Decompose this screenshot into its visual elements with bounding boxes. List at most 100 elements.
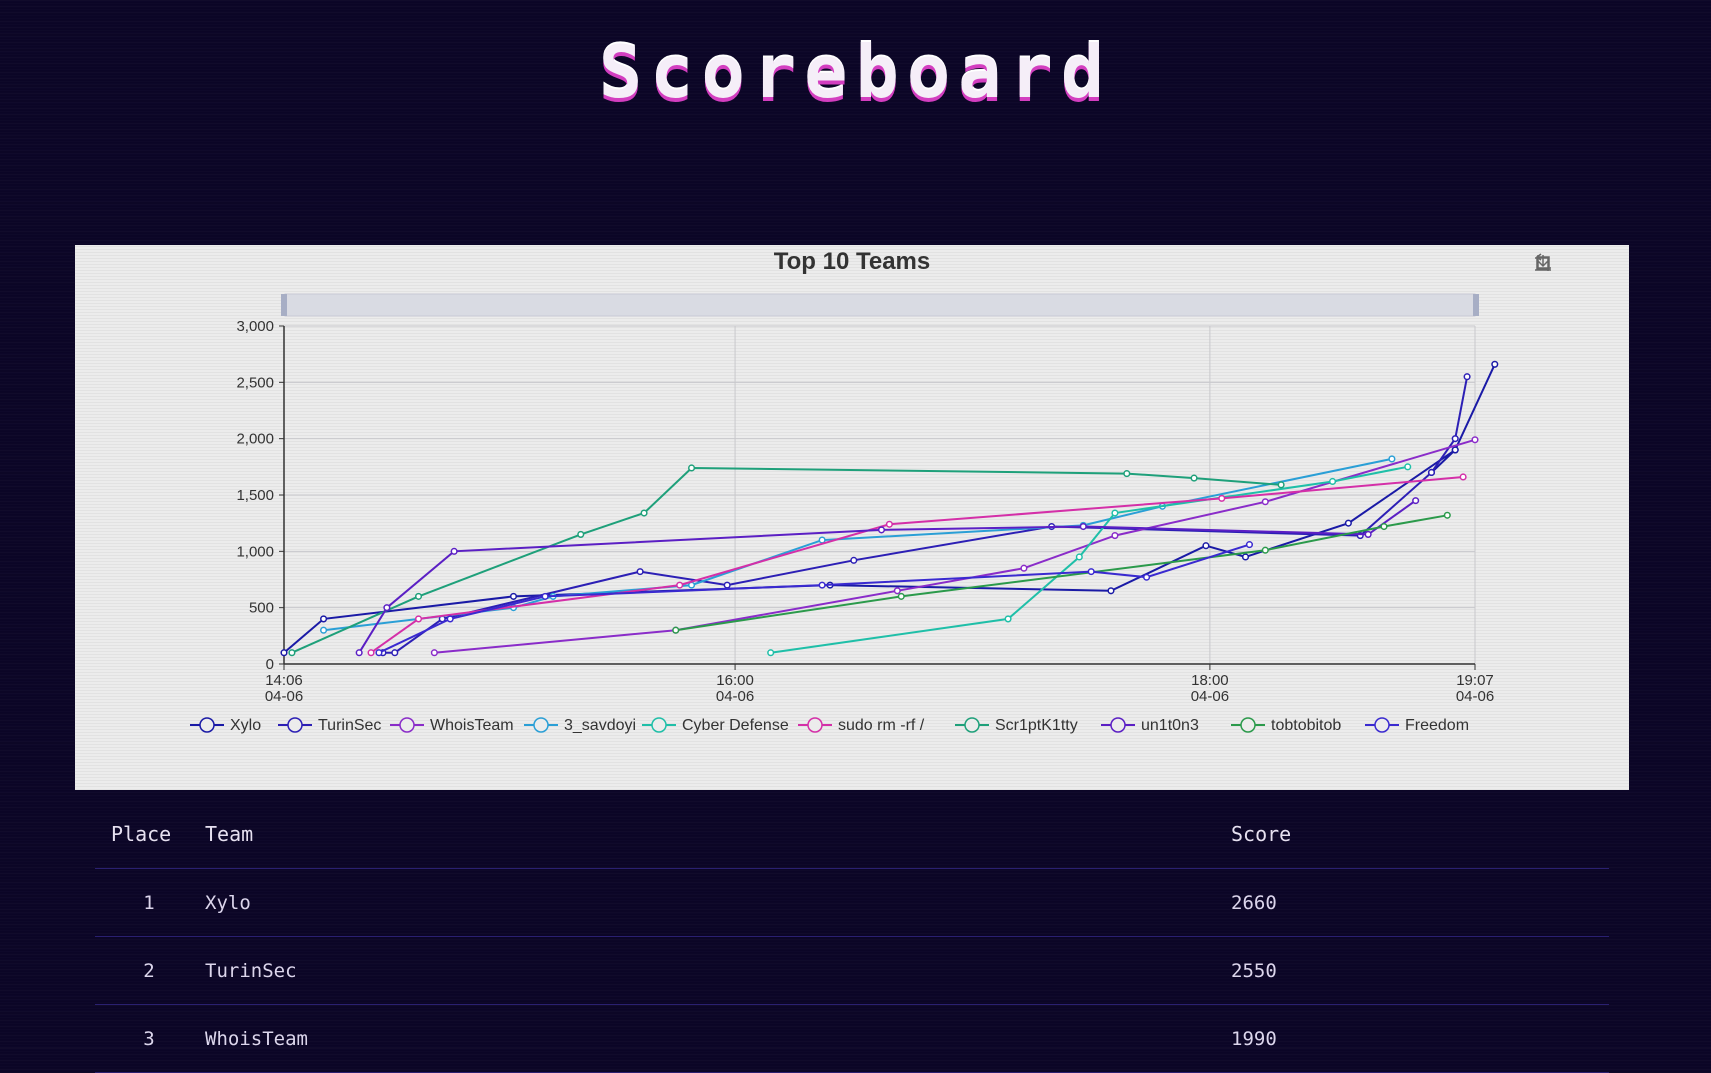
legend-swatch-marker — [1110, 717, 1126, 733]
data-point — [1202, 542, 1210, 550]
series-un1t0n3 — [355, 497, 1420, 657]
chart-title: Top 10 Teams — [774, 248, 931, 275]
restore-icon[interactable] — [1536, 253, 1587, 273]
legend-item[interactable]: Xylo — [190, 717, 261, 734]
legend-label: sudo rm -rf / — [838, 717, 925, 734]
zoom-slider-handle-right — [1473, 294, 1479, 316]
data-point — [1079, 522, 1087, 531]
data-point — [391, 649, 399, 657]
data-point — [1111, 509, 1119, 517]
data-point — [414, 615, 423, 623]
series-xylo — [280, 360, 1499, 657]
legend-label: tobtobitob — [1271, 717, 1341, 734]
data-point — [1143, 573, 1151, 581]
table-row[interactable]: 2 TurinSec 2550 — [95, 936, 1609, 1005]
team-cell[interactable]: TurinSec — [204, 936, 1230, 1005]
series-3-savdoyi — [320, 455, 1396, 634]
scoreboard-table: Place Team Score 1 Xylo 2660 2 TurinSec … — [95, 800, 1609, 1073]
header-score: Score — [1230, 800, 1609, 869]
data-point — [1459, 473, 1467, 481]
data-point — [320, 626, 328, 634]
data-point — [885, 520, 893, 528]
page-title: Scoreboard — [598, 30, 1113, 114]
data-point — [1190, 474, 1198, 482]
legend-item[interactable]: Cyber Defense — [642, 717, 789, 734]
data-point — [1277, 481, 1285, 489]
data-point — [1364, 530, 1372, 538]
series-line — [323, 457, 1393, 632]
data-point — [320, 615, 328, 623]
data-point — [355, 649, 363, 657]
x-tick-time: 18:00 — [1191, 672, 1229, 689]
series-line — [283, 363, 1496, 654]
data-point — [1463, 373, 1471, 381]
place-cell: 1 — [95, 868, 204, 937]
data-point — [541, 592, 549, 600]
data-point — [818, 581, 826, 589]
top-teams-chart: Top 10 Teams 0 500 1,000 1,500 2,000 2,500 3,00… — [190, 248, 1499, 734]
series-tobtobitob — [672, 511, 1451, 634]
x-tick-date: 04-06 — [1191, 688, 1229, 705]
score-cell: 1990 — [1230, 1004, 1609, 1073]
header-place: Place — [95, 800, 204, 869]
table-header-row: Place Team Score — [95, 800, 1609, 869]
data-point — [818, 536, 826, 544]
zoom-slider-track — [284, 293, 1476, 317]
data-point — [850, 556, 858, 564]
data-point — [280, 649, 288, 657]
legend-item[interactable]: TurinSec — [278, 717, 381, 734]
series-line — [770, 465, 1408, 654]
data-point — [367, 649, 375, 657]
legend-label: TurinSec — [318, 717, 381, 734]
team-cell[interactable]: WhoisTeam — [204, 1004, 1230, 1073]
data-point — [430, 649, 438, 657]
legend-item[interactable]: WhoisTeam — [390, 717, 514, 734]
data-point — [1427, 468, 1436, 477]
legend-item[interactable]: un1t0n3 — [1101, 717, 1199, 734]
table-row[interactable]: 1 Xylo 2660 — [95, 868, 1609, 937]
x-tick-time: 19:07 — [1456, 672, 1494, 689]
data-point — [1004, 615, 1012, 623]
legend-item[interactable]: 3_savdoyi — [524, 717, 636, 734]
data-point — [676, 581, 684, 589]
data-point — [1241, 553, 1250, 561]
place-cell: 2 — [95, 936, 204, 1005]
y-tick-label: 2,500 — [236, 374, 274, 391]
legend-label: Cyber Defense — [682, 717, 789, 734]
chart-toolbox — [1533, 253, 1621, 273]
legend-item[interactable]: Scr1ptK1tty — [955, 717, 1078, 734]
data-point — [893, 587, 901, 595]
place-cell: 3 — [95, 1004, 204, 1073]
data-point — [672, 626, 680, 634]
data-point — [1471, 436, 1479, 444]
legend-item[interactable]: tobtobitob — [1231, 717, 1341, 734]
data-point — [767, 649, 775, 657]
data-point — [383, 604, 391, 612]
legend-label: Xylo — [230, 717, 261, 734]
series-cyber-defense — [767, 463, 1412, 657]
legend-item[interactable]: sudo rm -rf / — [798, 717, 925, 734]
data-point — [1111, 532, 1119, 540]
zoom-slider-handle-left — [281, 294, 287, 316]
series-line — [291, 466, 1282, 654]
data-point — [636, 568, 644, 576]
legend-label: Scr1ptK1tty — [995, 717, 1078, 734]
data-point — [414, 592, 423, 600]
team-cell[interactable]: Xylo — [204, 868, 1230, 937]
download-icon[interactable] — [1535, 253, 1621, 273]
legend-swatch-marker — [533, 717, 549, 733]
data-point — [1388, 455, 1396, 463]
x-tick-date: 04-06 — [1456, 688, 1494, 705]
legend-item[interactable]: Freedom — [1365, 717, 1469, 734]
data-point — [1020, 564, 1028, 572]
data-point — [1451, 446, 1459, 454]
series-turinsec — [379, 373, 1471, 657]
legend-swatch-marker — [807, 717, 823, 733]
data-point — [1380, 522, 1388, 531]
data-point — [577, 530, 585, 538]
data-point — [1261, 546, 1269, 554]
data-point — [723, 581, 731, 589]
table-row[interactable]: 3 WhoisTeam 1990 — [95, 1004, 1609, 1073]
data-point — [1123, 470, 1131, 478]
data-point — [1451, 435, 1459, 443]
